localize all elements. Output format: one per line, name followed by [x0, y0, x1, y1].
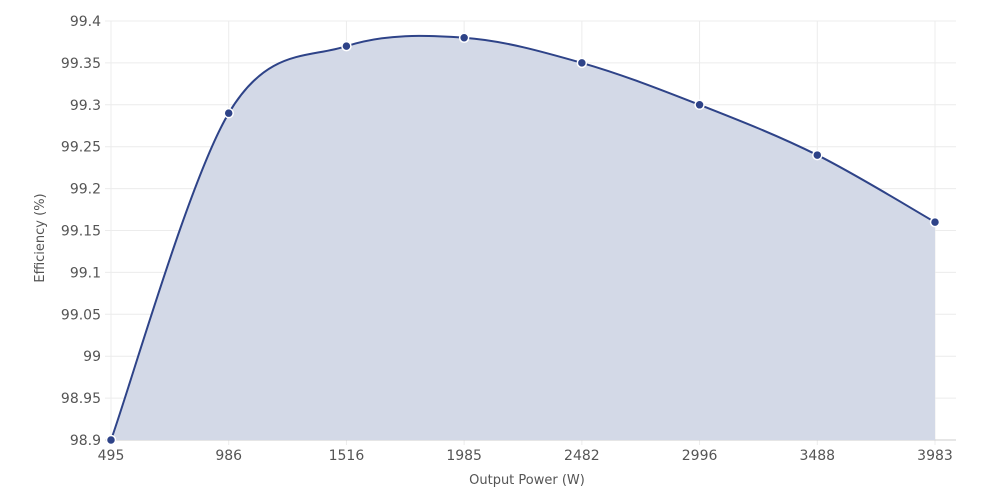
y-tick-label: 99.05 [61, 307, 101, 323]
y-tick-label: 99.25 [61, 140, 101, 156]
data-point[interactable] [929, 216, 941, 228]
series-line [110, 34, 936, 441]
x-tick-labels: 495 986 1516 1985 2482 2996 3488 3983 [98, 448, 953, 464]
y-tick-label: 99.4 [70, 14, 101, 30]
data-point[interactable] [105, 434, 117, 446]
data-point[interactable] [458, 32, 470, 44]
data-point[interactable] [223, 107, 234, 119]
y-tick-label: 99 [83, 349, 101, 365]
x-tick-label: 3983 [917, 448, 953, 464]
y-tick-label: 99.3 [70, 98, 101, 114]
y-tick-label: 99.35 [61, 56, 101, 72]
y-tick-label: 98.9 [70, 433, 101, 449]
y-tick-labels: 98.9 98.95 99 99.05 99.1 99.15 99.2 99.25 99.3 99… [61, 14, 101, 449]
data-point[interactable] [694, 99, 705, 111]
x-tick-label: 1985 [446, 448, 482, 464]
x-axis-label: Output Power (W) [469, 473, 585, 488]
y-tick-label: 99.15 [61, 224, 101, 240]
y-tick-label: 99.1 [70, 265, 101, 281]
x-tick-label: 2482 [564, 448, 600, 464]
y-axis-label: Efficiency (%) [33, 193, 48, 282]
data-points [105, 32, 941, 446]
x-tick-label: 3488 [799, 448, 835, 464]
x-tick-label: 2996 [682, 448, 718, 464]
x-tick-label: 1516 [329, 448, 365, 464]
data-point[interactable] [812, 149, 823, 161]
y-tick-label: 98.95 [61, 391, 101, 407]
data-point[interactable] [341, 40, 352, 52]
area-fill [111, 35, 935, 440]
y-tick-label: 99.2 [70, 182, 101, 198]
data-point[interactable] [576, 57, 588, 69]
x-tick-label: 495 [98, 448, 125, 464]
x-tick-label: 986 [215, 448, 242, 464]
